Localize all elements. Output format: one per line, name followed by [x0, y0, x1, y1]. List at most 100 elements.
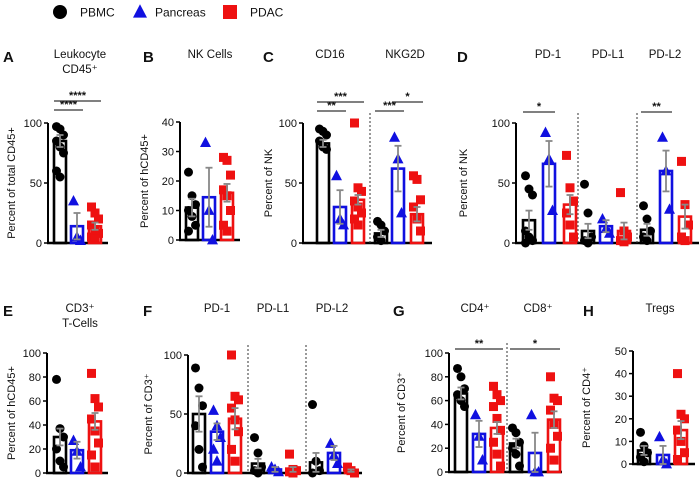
- y-tick-label: 100: [164, 350, 182, 362]
- panel-title: PD-L2: [649, 49, 682, 61]
- y-tick-label: 60: [29, 396, 41, 408]
- significance-label: ****: [60, 99, 78, 111]
- panel-h: H Tregs Percent of CD4⁺ 0 10 20 30 40 50: [581, 303, 695, 471]
- data-point: [322, 130, 331, 140]
- data-point: [492, 390, 502, 400]
- data-point: [353, 202, 363, 212]
- data-point: [308, 400, 317, 410]
- panel-title: PD-L1: [592, 49, 625, 61]
- y-tick-label: 50: [498, 178, 510, 190]
- significance-label: *: [405, 91, 410, 103]
- panel-title: Leukocyte: [54, 49, 106, 61]
- data-point: [94, 402, 103, 412]
- data-point: [396, 206, 407, 218]
- y-tick-label: 40: [615, 369, 627, 381]
- square-legend-icon: [223, 5, 237, 19]
- panel-a: A Leukocyte CD45⁺ Percent of total CD45+ 0 50…: [3, 49, 108, 250]
- data-point: [460, 384, 469, 394]
- y-tick-label: 20: [162, 176, 174, 188]
- panel-title: NKG2D: [385, 49, 425, 61]
- data-point: [569, 196, 578, 206]
- data-point: [477, 454, 488, 465]
- y-tick-label: 40: [162, 117, 174, 129]
- bar-pdac: [489, 381, 505, 474]
- y-tick-label: 100: [279, 118, 297, 130]
- data-point: [226, 206, 235, 215]
- y-tick-label: 80: [431, 372, 443, 384]
- data-point: [350, 118, 359, 128]
- panel-letter: B: [143, 49, 154, 66]
- panel-title: CD45⁺: [62, 64, 97, 76]
- data-point: [68, 194, 79, 206]
- bar-pbmc: [508, 423, 524, 474]
- data-point: [227, 350, 236, 360]
- data-point: [565, 183, 575, 193]
- bar-pbmc: [184, 167, 200, 242]
- data-point: [489, 381, 498, 391]
- bar-pancreas: [597, 212, 615, 245]
- data-point: [623, 232, 632, 242]
- data-point: [208, 404, 219, 415]
- data-point: [250, 433, 259, 443]
- bar-pancreas: [266, 461, 284, 477]
- data-point: [580, 179, 589, 189]
- bar-pancreas: [654, 430, 672, 469]
- bar-pancreas: [68, 434, 86, 475]
- bar-pdac: [546, 372, 562, 474]
- y-tick-label: 50: [170, 409, 182, 421]
- data-point: [353, 220, 363, 230]
- data-point: [219, 185, 228, 195]
- y-tick-label: 10: [615, 436, 627, 448]
- triangle-legend-icon: [133, 4, 147, 18]
- panel-b: B NK Cells Percent of hCD45+ 0 10 20 30 40: [139, 49, 240, 247]
- data-point: [234, 395, 243, 405]
- data-point: [389, 131, 400, 142]
- panel-e: E CD3⁺ T-Cells Percent of hCD45+ 0 20 40 60 80 10…: [3, 303, 108, 478]
- data-point: [412, 174, 422, 184]
- y-tick-label: 10: [162, 206, 174, 218]
- data-point: [489, 437, 498, 447]
- legend: PBMC Pancreas PDAC: [53, 4, 284, 20]
- data-point: [230, 456, 240, 466]
- data-point: [416, 195, 425, 205]
- data-point: [565, 220, 575, 230]
- y-tick-label: 0: [35, 468, 41, 478]
- y-axis-label: Percent of hCD45+: [139, 134, 151, 228]
- data-point: [350, 214, 359, 224]
- bar-pdac: [343, 462, 359, 478]
- data-point: [546, 443, 555, 453]
- significance-label: **: [652, 101, 661, 113]
- data-point: [676, 436, 686, 446]
- y-tick-label: 20: [29, 444, 41, 456]
- data-point: [684, 220, 693, 230]
- data-point: [285, 449, 294, 459]
- y-tick-label: 20: [615, 414, 627, 426]
- y-tick-label: 60: [431, 396, 443, 408]
- data-point: [226, 170, 235, 180]
- panel-letter: F: [143, 303, 152, 320]
- bar-pbmc: [315, 124, 331, 245]
- data-point: [676, 409, 686, 419]
- data-point: [583, 208, 593, 218]
- data-point: [94, 438, 103, 448]
- y-tick-label: 80: [29, 372, 41, 384]
- legend-label-pdac: PDAC: [250, 6, 284, 20]
- bar-pbmc: [453, 363, 469, 474]
- data-point: [496, 396, 505, 406]
- y-tick-label: 100: [23, 348, 41, 360]
- data-point: [496, 425, 505, 435]
- data-point: [87, 368, 96, 378]
- data-point: [569, 232, 578, 242]
- data-point: [227, 444, 236, 454]
- data-point: [222, 155, 232, 165]
- bar-pancreas: [540, 126, 558, 245]
- y-tick-label: 0: [437, 467, 443, 478]
- bar-pdac: [350, 118, 366, 245]
- data-point: [664, 203, 675, 214]
- data-point: [496, 461, 505, 471]
- data-point: [87, 202, 96, 212]
- data-point: [184, 167, 193, 177]
- data-point: [453, 363, 462, 373]
